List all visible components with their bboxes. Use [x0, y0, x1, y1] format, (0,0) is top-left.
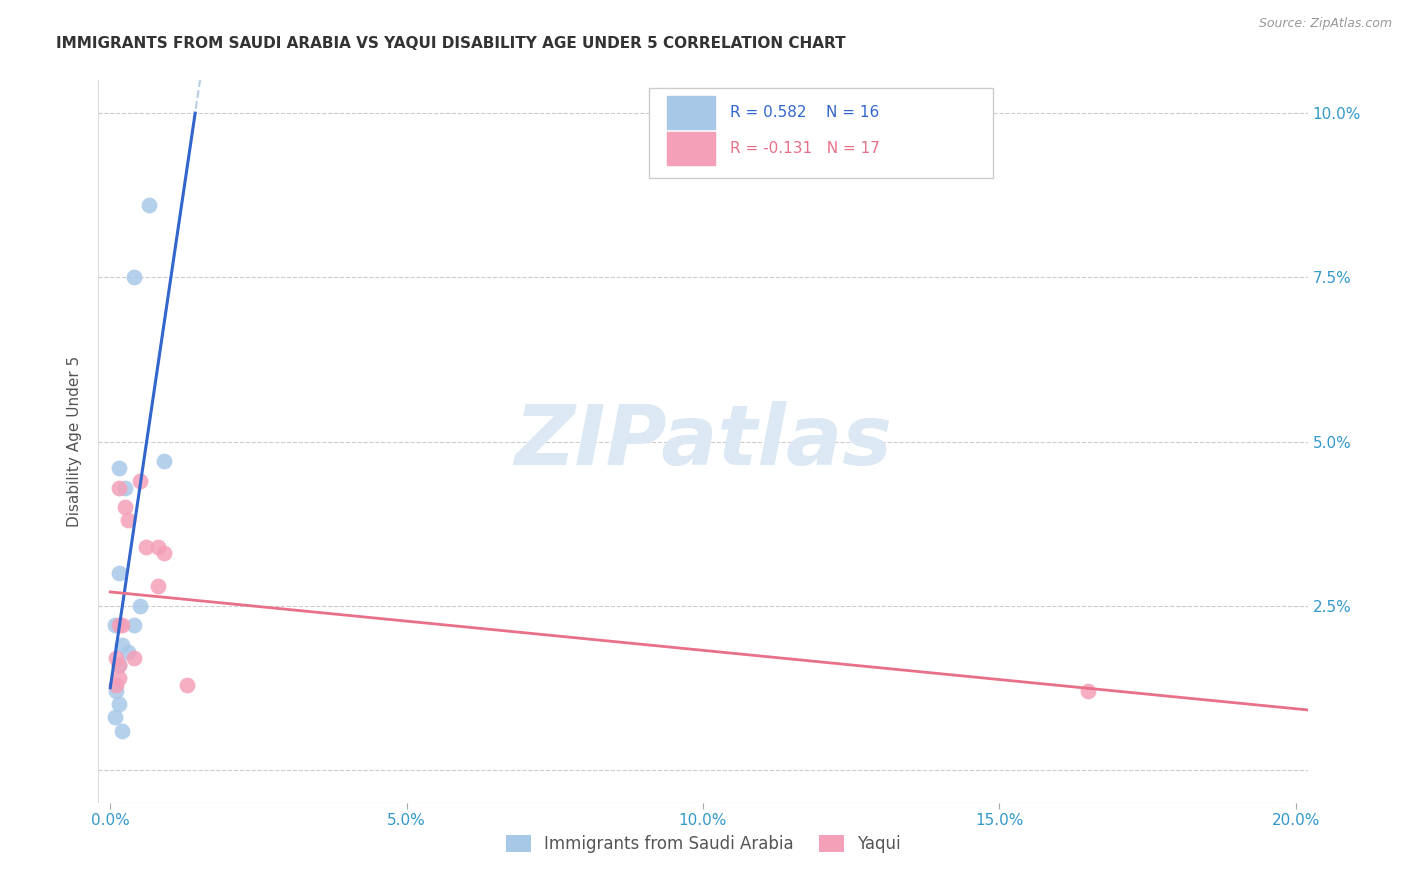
Point	[108, 657, 131, 672]
Legend: Immigrants from Saudi Arabia, Yaqui: Immigrants from Saudi Arabia, Yaqui	[499, 828, 907, 860]
Point	[122, 618, 145, 632]
Point	[108, 481, 131, 495]
Bar	[666, 132, 716, 165]
Bar	[666, 96, 716, 128]
Point	[108, 657, 131, 672]
Point	[111, 618, 134, 632]
Point	[108, 618, 131, 632]
Point	[135, 540, 157, 554]
Point	[108, 460, 131, 475]
Point	[108, 566, 131, 580]
Point	[176, 677, 198, 691]
Point	[105, 677, 128, 691]
Point	[104, 710, 127, 724]
Point	[111, 723, 134, 738]
Y-axis label: Disability Age Under 5: Disability Age Under 5	[67, 356, 83, 527]
Point	[138, 198, 160, 212]
Point	[152, 454, 174, 468]
Text: ZIPatlas: ZIPatlas	[515, 401, 891, 482]
Text: R = 0.582    N = 16: R = 0.582 N = 16	[730, 105, 879, 120]
Point	[114, 500, 136, 515]
FancyBboxPatch shape	[648, 87, 993, 178]
Point	[122, 651, 145, 665]
Point	[105, 651, 128, 665]
Text: IMMIGRANTS FROM SAUDI ARABIA VS YAQUI DISABILITY AGE UNDER 5 CORRELATION CHART: IMMIGRANTS FROM SAUDI ARABIA VS YAQUI DI…	[56, 36, 846, 51]
Text: Source: ZipAtlas.com: Source: ZipAtlas.com	[1258, 17, 1392, 29]
Point	[122, 270, 145, 285]
Point	[152, 546, 174, 560]
Point	[129, 599, 152, 613]
Point	[146, 540, 169, 554]
Point	[108, 698, 131, 712]
Point	[105, 684, 128, 698]
Point	[146, 579, 169, 593]
Point	[117, 513, 139, 527]
Point	[129, 474, 152, 488]
Point	[114, 481, 136, 495]
Point	[117, 645, 139, 659]
Point	[1077, 684, 1099, 698]
Text: R = -0.131   N = 17: R = -0.131 N = 17	[730, 141, 880, 156]
Point	[111, 638, 134, 652]
Point	[108, 671, 131, 685]
Point	[104, 618, 127, 632]
